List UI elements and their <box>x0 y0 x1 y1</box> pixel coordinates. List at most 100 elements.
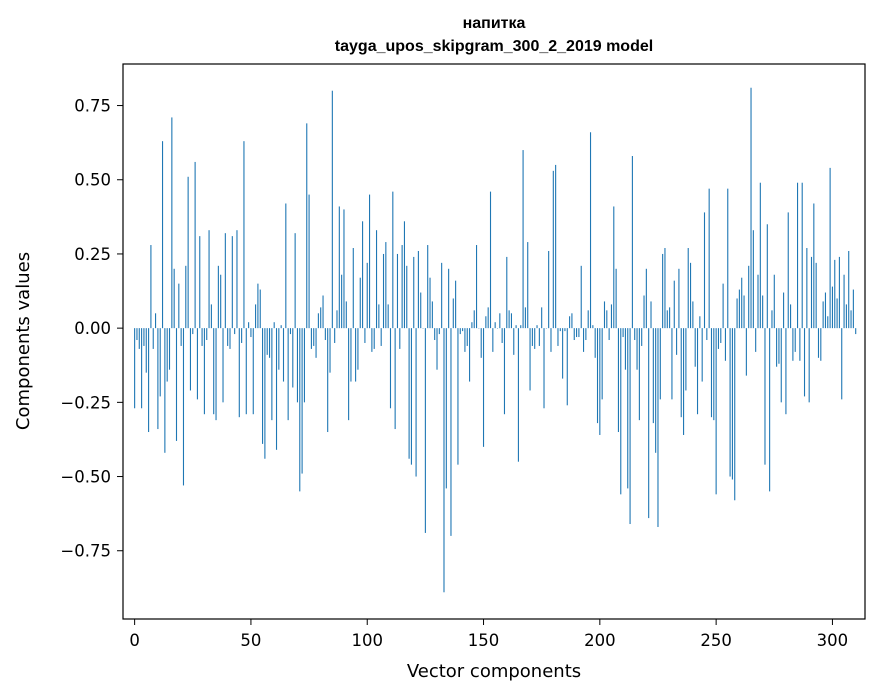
bar <box>594 328 596 358</box>
bar <box>713 328 715 421</box>
bar <box>657 328 659 527</box>
bar <box>403 221 405 329</box>
bar <box>489 191 492 329</box>
bar <box>662 253 664 329</box>
bar <box>245 328 247 415</box>
bar <box>613 206 615 329</box>
bar <box>148 328 150 433</box>
bar <box>366 262 368 329</box>
bar <box>659 328 661 400</box>
bar <box>341 274 343 329</box>
bar <box>382 253 385 329</box>
bar <box>189 328 191 391</box>
bar <box>438 328 440 335</box>
bar <box>524 307 526 329</box>
bar <box>620 328 622 495</box>
bar <box>785 328 787 415</box>
x-tick-label: 150 <box>468 631 500 650</box>
bars-group <box>134 87 857 593</box>
bar <box>331 90 333 329</box>
bar <box>136 328 138 341</box>
bar <box>343 209 345 329</box>
bar <box>257 283 259 329</box>
bar <box>687 248 689 329</box>
bar <box>759 182 761 329</box>
bar <box>155 313 157 329</box>
bar <box>466 328 468 346</box>
bar <box>680 328 682 418</box>
bar <box>550 328 552 352</box>
bar <box>345 301 347 329</box>
bar <box>385 242 387 329</box>
bar <box>634 328 636 341</box>
bar <box>185 265 187 329</box>
bar <box>552 170 554 329</box>
bar <box>171 117 173 329</box>
bar <box>599 328 601 435</box>
bar <box>348 328 350 421</box>
bar <box>813 203 815 329</box>
bar <box>338 206 340 329</box>
plot-frame <box>122 63 866 620</box>
bar <box>571 313 573 329</box>
bar <box>722 283 724 329</box>
bar <box>838 256 840 329</box>
bar <box>396 253 399 329</box>
bar <box>427 245 429 329</box>
x-tick-label: 100 <box>351 631 383 650</box>
bar <box>827 316 829 329</box>
bar <box>699 316 701 329</box>
bar <box>322 295 324 329</box>
bar <box>410 328 412 465</box>
bar <box>683 328 685 435</box>
bar <box>417 250 419 329</box>
bar <box>673 280 675 329</box>
bar <box>843 274 845 329</box>
bar <box>778 328 780 364</box>
bar <box>636 328 638 370</box>
bar <box>573 328 575 341</box>
bar <box>824 292 827 329</box>
bar <box>231 236 233 329</box>
bar <box>601 328 603 400</box>
bar <box>436 328 438 370</box>
y-tick-label: 0.00 <box>74 319 111 338</box>
bar <box>771 310 773 329</box>
bar <box>327 328 329 433</box>
bar <box>401 245 403 329</box>
bar <box>182 328 185 486</box>
bar <box>464 328 466 352</box>
bar <box>536 325 538 329</box>
bar <box>836 298 838 329</box>
bar <box>373 328 375 349</box>
bar <box>603 301 606 329</box>
chart-title: напитка <box>463 15 526 32</box>
bar <box>710 328 713 418</box>
bar <box>720 328 722 343</box>
bar <box>415 328 417 477</box>
bar <box>217 265 219 329</box>
x-tick-label: 250 <box>700 631 732 650</box>
bar <box>355 328 357 382</box>
bar <box>666 310 668 329</box>
bar <box>206 328 208 341</box>
bar <box>482 328 485 447</box>
bar <box>229 328 231 349</box>
bar <box>234 328 236 335</box>
bar <box>694 328 696 367</box>
bar <box>259 289 261 329</box>
bar <box>724 328 726 361</box>
bar <box>615 268 617 329</box>
bar <box>178 283 180 329</box>
bar <box>308 194 310 329</box>
bar <box>336 310 338 329</box>
bar <box>250 328 252 338</box>
bar <box>780 328 782 403</box>
bar <box>629 328 631 525</box>
bar <box>173 268 175 329</box>
bar <box>671 328 673 400</box>
bar <box>161 141 164 329</box>
bar <box>596 328 599 424</box>
bar <box>350 328 352 382</box>
